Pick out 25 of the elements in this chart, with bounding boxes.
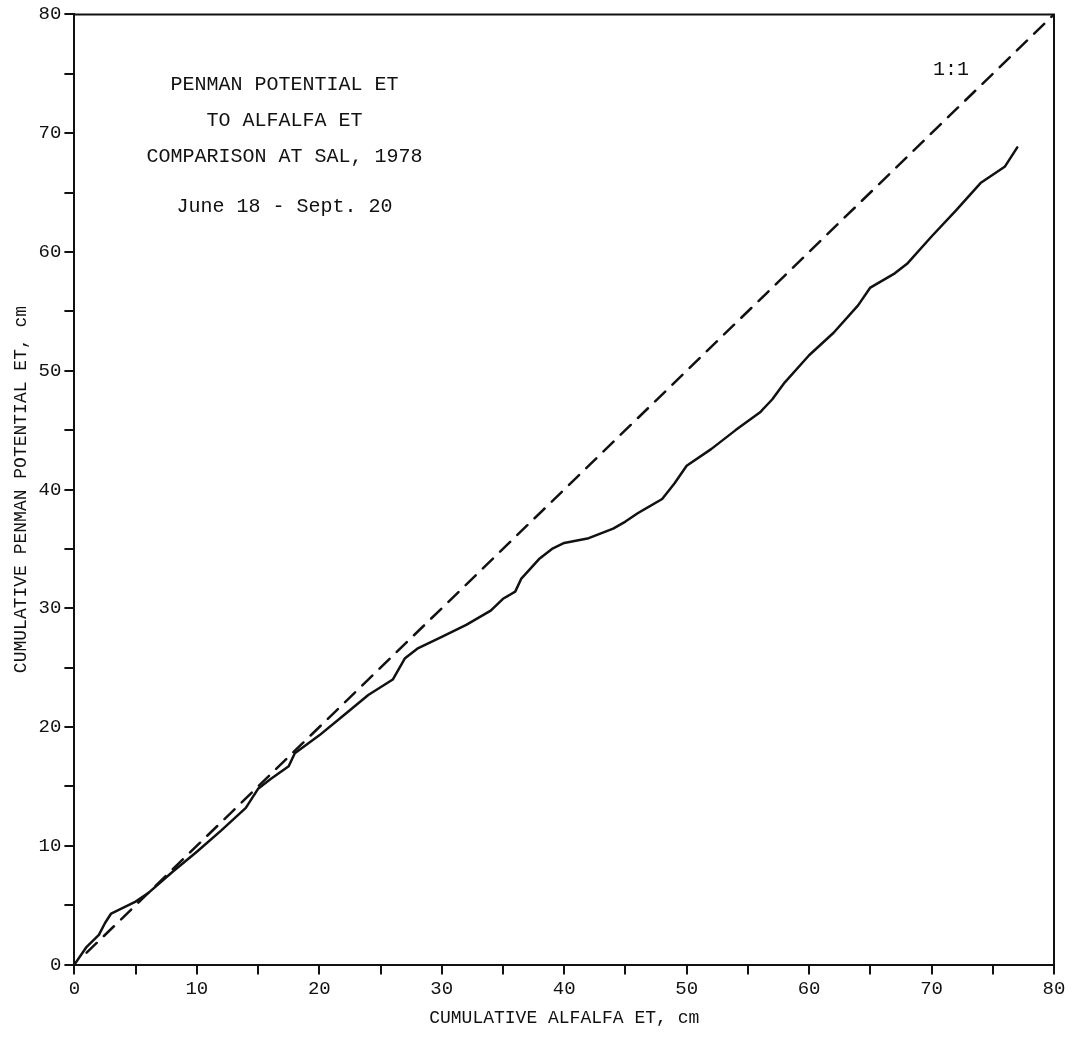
x-tick-label: 50 [675,978,699,1001]
y-axis-title: CUMULATIVE PENMAN POTENTIAL ET, cm [10,305,31,674]
y-tick-label: 40 [38,478,62,501]
annotation: June 18 - Sept. 20 [176,194,393,218]
annotation: COMPARISON AT SAL, 1978 [146,144,423,168]
y-tick-label: 50 [38,359,62,382]
x-axis-title: CUMULATIVE ALFALFA ET, cm [429,1007,700,1028]
x-tick-label: 70 [920,978,943,1001]
annotation: TO ALFALFA ET [206,108,363,132]
x-tick-label: 60 [797,978,821,1001]
y-tick-label: 10 [38,834,62,857]
x-tick-label: 80 [1042,978,1066,1001]
y-tick-label: 80 [38,3,62,26]
x-tick-label: 40 [552,978,576,1001]
series-label: 1:1 [932,57,969,81]
x-tick-label: 30 [430,978,454,1001]
x-tick-label: 10 [185,978,209,1001]
x-tick-label: 0 [68,978,81,1001]
y-tick-label: 30 [38,597,62,620]
y-tick-label: 60 [38,240,62,263]
annotation: PENMAN POTENTIAL ET [170,72,399,96]
x-tick-label: 20 [307,978,331,1001]
y-tick-label: 70 [38,122,62,145]
y-tick-label: 20 [38,716,62,739]
y-tick-label: 0 [50,953,62,976]
